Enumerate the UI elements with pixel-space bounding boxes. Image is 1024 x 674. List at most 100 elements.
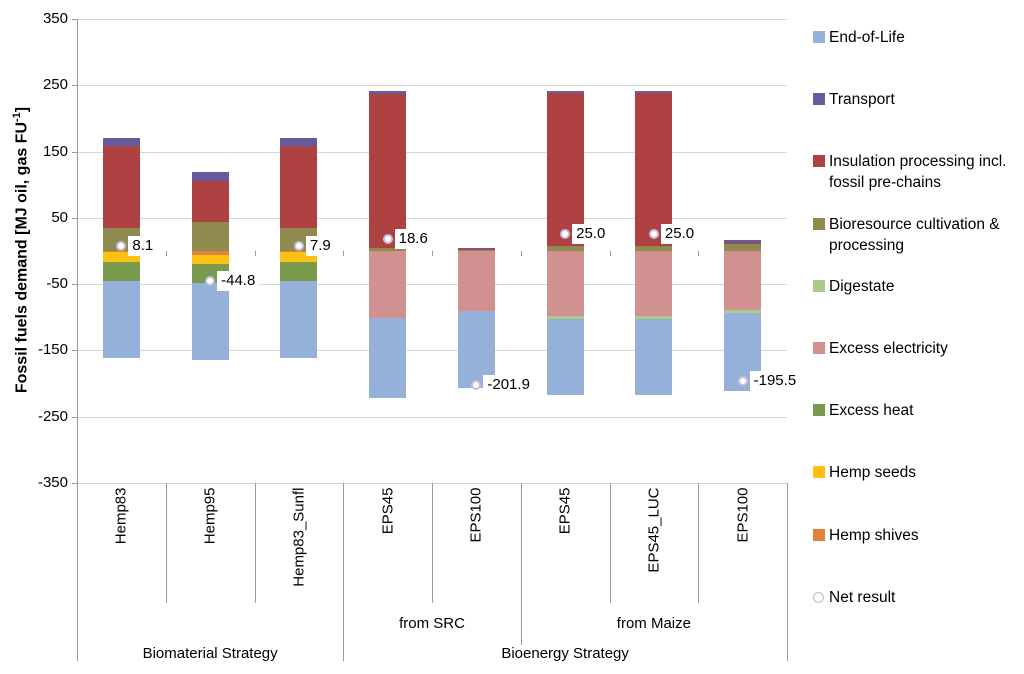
legend-item-label: Excess electricity (829, 340, 948, 357)
net-result-marker (471, 379, 482, 390)
bar-segment (635, 315, 673, 320)
net-result-data-label: 8.1 (128, 235, 158, 256)
category-label: EPS100 (734, 487, 752, 543)
bar-segment (191, 181, 229, 223)
gridline (77, 19, 787, 20)
bar-segment (635, 251, 673, 316)
legend-item: Excess electricity (813, 338, 1018, 359)
category-axis-tick (432, 251, 433, 256)
bar-segment (546, 245, 584, 251)
bar-segment (102, 262, 140, 281)
bar-segment (546, 90, 584, 94)
group-separator (343, 483, 345, 661)
category-area-right-border (787, 483, 788, 661)
net-result-data-label: 18.6 (394, 228, 432, 249)
net-result-data-label: -44.8 (217, 270, 260, 291)
legend-item-label: Bioresource cultivation & processing (829, 216, 1000, 254)
net-result-marker (293, 240, 304, 251)
category-label: Hemp95 (201, 487, 219, 545)
category-label: Hemp83_Sunfl (290, 487, 308, 587)
bar-segment (546, 93, 584, 246)
legend-color-swatch-icon (813, 31, 825, 43)
net-result-legend-icon (813, 592, 824, 603)
axis-group-label: from SRC (399, 615, 465, 632)
bar-segment (102, 145, 140, 229)
gridline (77, 416, 787, 418)
bar-segment (191, 254, 229, 264)
legend-item: Net result (813, 587, 1018, 608)
net-result-marker (382, 233, 393, 244)
y-axis-tick (72, 85, 77, 87)
y-tick-label: -250 (37, 407, 68, 425)
bar-segment (546, 315, 584, 320)
axis-group-label: from Maize (616, 615, 691, 632)
y-axis-tick (72, 151, 77, 153)
legend-color-swatch-icon (813, 93, 825, 105)
bar-segment (369, 93, 407, 248)
net-result-data-label: 7.9 (305, 235, 335, 256)
bar-segment (102, 251, 140, 253)
category-label: Hemp83 (112, 487, 130, 545)
legend-item: Digestate (813, 276, 1018, 297)
gridline (77, 350, 787, 352)
bar-segment (724, 240, 762, 244)
legend-item-label: Hemp seeds (829, 464, 917, 481)
bar-segment (102, 138, 140, 146)
net-result-data-label: 25.0 (660, 224, 699, 245)
category-axis-tick (343, 251, 345, 256)
legend-color-swatch-icon (813, 529, 825, 541)
net-result-data-label: -201.9 (483, 374, 534, 395)
bar-segment (280, 138, 318, 146)
bar-segment (635, 90, 673, 94)
legend-color-swatch-icon (813, 218, 825, 230)
category-label: EPS45 (556, 487, 574, 535)
bar-segment (369, 247, 407, 251)
y-axis-tick (72, 416, 77, 418)
bar-segment (457, 247, 495, 249)
y-tick-label: 50 (51, 208, 68, 226)
bar-segment (457, 251, 495, 311)
bar-segment (635, 319, 673, 395)
y-tick-label: -50 (46, 275, 68, 293)
category-separator (609, 483, 611, 603)
y-axis-tick (72, 217, 77, 219)
bar-segment (369, 251, 407, 318)
legend: End-of-Life Transport Insulation processin… (813, 0, 1021, 674)
category-axis-tick (520, 251, 522, 256)
y-axis-title-bracket: ] (13, 106, 31, 113)
y-axis-line (77, 19, 78, 661)
legend-color-swatch-icon (813, 155, 825, 167)
bar-segment (635, 93, 673, 246)
y-tick-label: 150 (42, 142, 68, 160)
bar-segment (102, 252, 140, 263)
category-axis-tick (698, 251, 700, 256)
net-result-marker (648, 229, 659, 240)
category-label: EPS45 (379, 487, 397, 535)
y-axis-tick (72, 483, 77, 484)
legend-item: Transport (813, 89, 1018, 110)
net-result-data-label: -195.5 (749, 370, 801, 391)
legend-item-label: Transport (829, 91, 895, 108)
legend-item: Bioresource cultivation & processing (813, 214, 1018, 256)
legend-color-swatch-icon (813, 280, 825, 292)
bar-segment (191, 222, 229, 251)
bar-segment (191, 172, 229, 182)
category-label: EPS100 (467, 487, 485, 543)
bar-segment (546, 319, 584, 395)
bar-segment (191, 282, 229, 360)
category-separator (165, 483, 167, 603)
subgroup-separator (520, 483, 522, 645)
bar-segment (724, 251, 762, 310)
y-tick-label: -150 (37, 341, 68, 359)
gridline (77, 151, 787, 153)
legend-color-swatch-icon (813, 404, 825, 416)
bar-segment (280, 252, 318, 263)
y-axis-tick (72, 19, 77, 20)
gridline (77, 217, 787, 219)
bar-segment (724, 243, 762, 244)
bar-segment (457, 250, 495, 251)
category-axis-tick (254, 251, 256, 256)
legend-item: Insulation processing incl. fossil pre-c… (813, 151, 1018, 193)
bar-segment (280, 251, 318, 253)
